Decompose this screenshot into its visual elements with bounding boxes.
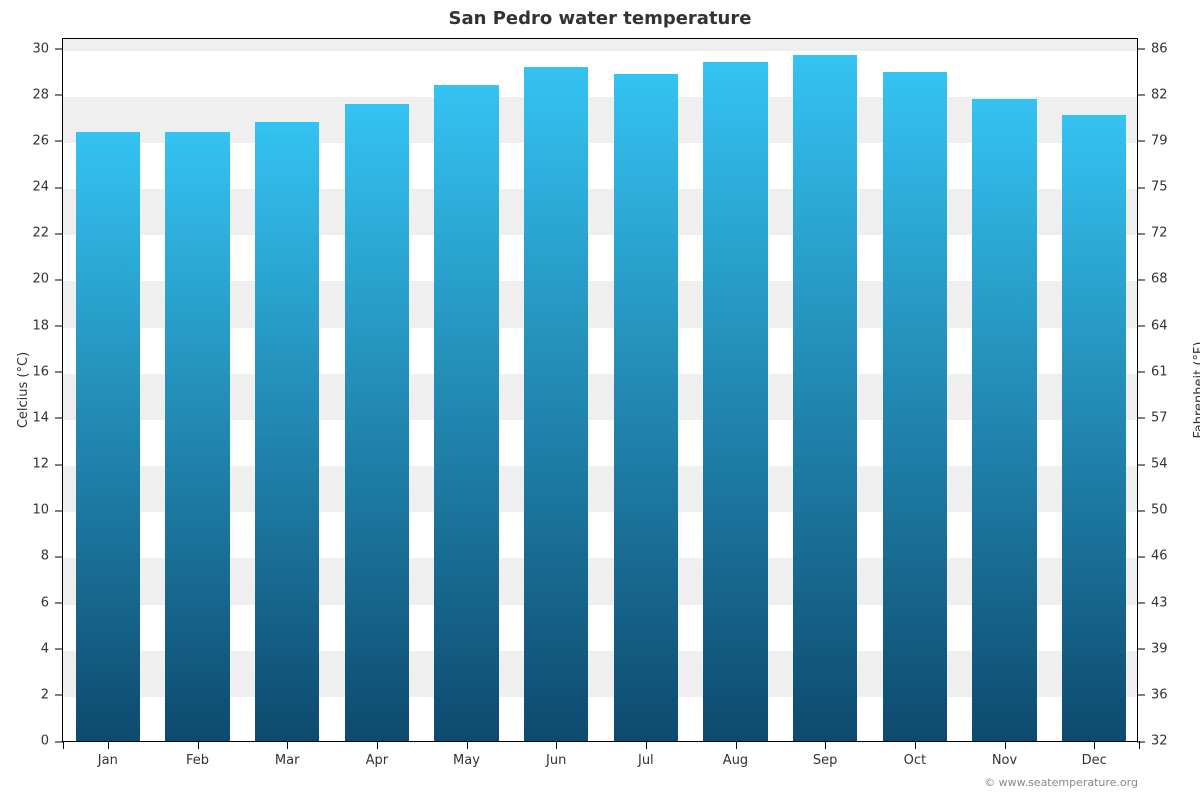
y-tick-right: 43 [1137,595,1168,610]
y-tick-left: 22 [32,226,63,241]
y-tick-left: 20 [32,272,63,287]
x-tick-mark [915,741,916,749]
y-tick-left: 12 [32,457,63,472]
bar [972,99,1037,741]
bar [793,55,858,741]
y-tick-right: 61 [1137,364,1168,379]
y-tick-right: 72 [1137,226,1168,241]
y-tick-right: 86 [1137,41,1168,56]
x-tick-mark [1139,741,1140,749]
x-tick-mark [1094,741,1095,749]
y-tick-right: 68 [1137,272,1168,287]
y-tick-right: 79 [1137,133,1168,148]
y-tick-right: 57 [1137,410,1168,425]
bar [524,67,589,741]
y-tick-right: 36 [1137,687,1168,702]
x-tick-mark [63,741,64,749]
bar [614,74,679,741]
y-tick-right: 50 [1137,503,1168,518]
x-tick-mark [736,741,737,749]
bar [165,132,230,741]
x-tick-mark [825,741,826,749]
y-tick-left: 24 [32,180,63,195]
bar [883,72,948,741]
y-axis-label-fahrenheit: Fahrenheit (°F) [1192,342,1200,439]
y-tick-left: 14 [32,410,63,425]
y-axis-label-celsius: Celcius (°C) [16,352,31,428]
x-tick-mark [646,741,647,749]
x-tick-mark [556,741,557,749]
grid-band [63,39,1137,51]
y-tick-left: 0 [41,734,63,749]
y-tick-right: 32 [1137,734,1168,749]
y-tick-right: 54 [1137,457,1168,472]
plot-area: 0246810121416182022242628303236394346505… [62,38,1138,742]
y-tick-left: 6 [41,595,63,610]
y-tick-right: 75 [1137,180,1168,195]
y-tick-right: 64 [1137,318,1168,333]
x-tick-mark [377,741,378,749]
y-tick-right: 46 [1137,549,1168,564]
chart-title: San Pedro water temperature [0,8,1200,29]
y-tick-left: 26 [32,133,63,148]
x-tick-mark [198,741,199,749]
bar [76,132,141,741]
y-tick-left: 2 [41,687,63,702]
y-tick-right: 82 [1137,87,1168,102]
y-tick-left: 8 [41,549,63,564]
y-tick-right: 39 [1137,641,1168,656]
bar [1062,115,1127,741]
x-tick-mark [467,741,468,749]
bar [434,85,499,741]
y-tick-left: 18 [32,318,63,333]
bar [703,62,768,741]
x-tick-mark [287,741,288,749]
y-tick-left: 10 [32,503,63,518]
bar [255,122,320,741]
y-tick-left: 16 [32,364,63,379]
x-tick-mark [108,741,109,749]
y-tick-left: 28 [32,87,63,102]
bar [345,104,410,741]
y-tick-left: 30 [32,41,63,56]
x-tick-mark [1005,741,1006,749]
chart-container: San Pedro water temperature 024681012141… [0,0,1200,800]
credit-text: © www.seatemperature.org [984,776,1138,789]
y-tick-left: 4 [41,641,63,656]
